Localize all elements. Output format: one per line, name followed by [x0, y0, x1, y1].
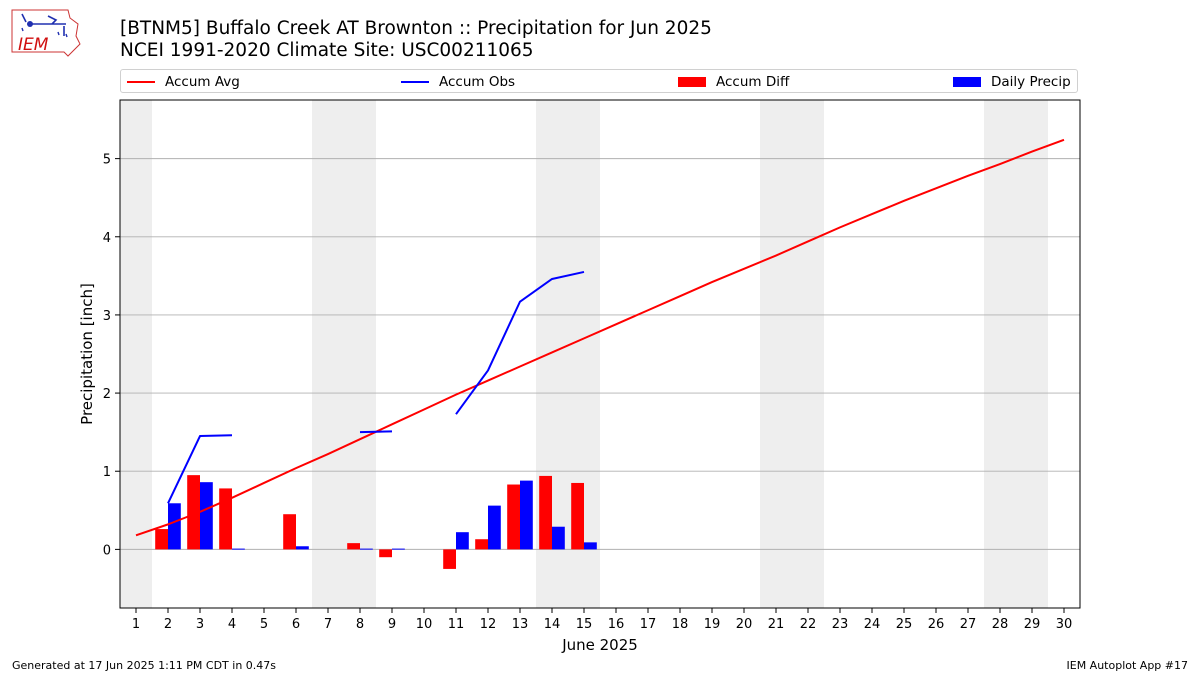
- gridlines: [120, 158, 1080, 550]
- weekend-band: [760, 100, 824, 608]
- weekend-band: [984, 100, 1048, 608]
- x-tick-label: 14: [544, 617, 561, 632]
- accum-obs-line: [455, 270, 585, 415]
- daily-precip-bar: [552, 526, 565, 550]
- line-series: [135, 138, 1065, 537]
- weekend-band: [312, 100, 376, 608]
- x-tick-label: 5: [260, 617, 268, 632]
- x-tick-label: 10: [416, 617, 433, 632]
- weather-station-icon: [27, 21, 33, 27]
- x-tick-label: 29: [1024, 617, 1041, 632]
- y-tick-label: 3: [103, 309, 111, 324]
- x-tick-label: 11: [448, 617, 465, 632]
- iem-logo: IEM: [11, 9, 81, 57]
- x-tick-label: 17: [640, 617, 657, 632]
- legend-item-accum-obs: Accum Obs: [401, 70, 515, 94]
- accum-obs-line: [359, 430, 393, 434]
- rain-drop-icon: [21, 27, 68, 38]
- x-tick-label: 22: [800, 617, 817, 632]
- daily-precip-bar: [360, 548, 373, 550]
- y-tick-label: 5: [103, 153, 111, 168]
- chart-subtitle: NCEI 1991-2020 Climate Site: USC00211065: [120, 40, 534, 61]
- accum-diff-bar: [475, 539, 488, 550]
- accum-diff-bar: [571, 482, 584, 550]
- y-tick-label: 1: [103, 465, 111, 480]
- plot-frame: [119, 99, 1081, 609]
- daily-precip-bar: [488, 505, 501, 550]
- daily-precip-bar: [392, 548, 405, 550]
- y-tick-label: 2: [103, 387, 111, 402]
- logo-text: IEM: [18, 35, 49, 55]
- daily-precip-bar: [456, 532, 469, 550]
- legend-label-accum-diff: Accum Diff: [716, 74, 790, 90]
- accum-diff-bar: [219, 488, 232, 550]
- x-tick-label: 25: [896, 617, 913, 632]
- bar-series: [155, 475, 597, 569]
- generated-timestamp: Generated at 17 Jun 2025 1:11 PM CDT in …: [12, 659, 277, 672]
- x-tick-label: 8: [356, 617, 364, 632]
- legend-swatch-accum-avg: [127, 81, 155, 83]
- accum-obs-line: [167, 434, 233, 504]
- x-tick-label: 16: [608, 617, 625, 632]
- daily-precip-bar: [200, 482, 213, 550]
- y-axis-label: Precipitation [inch]: [78, 283, 96, 425]
- daily-precip-bar: [296, 546, 309, 550]
- x-tick-label: 7: [324, 617, 332, 632]
- y-tick-label: 0: [103, 543, 111, 558]
- chart-title: [BTNM5] Buffalo Creek AT Brownton :: Pre…: [120, 18, 712, 39]
- x-tick-label: 19: [704, 617, 721, 632]
- daily-precip-bar: [520, 480, 533, 550]
- x-tick-label: 18: [672, 617, 689, 632]
- accum-diff-bar: [155, 529, 168, 550]
- weekend-band: [536, 100, 600, 608]
- weekend-band: [120, 100, 152, 608]
- daily-precip-bar: [232, 548, 245, 550]
- legend-swatch-accum-diff: [678, 77, 706, 87]
- x-tick-label: 12: [480, 617, 497, 632]
- x-tick-label: 15: [576, 617, 593, 632]
- x-tick-label: 20: [736, 617, 753, 632]
- legend-label-accum-obs: Accum Obs: [439, 74, 516, 90]
- legend-label-daily-precip: Daily Precip: [991, 74, 1071, 90]
- accum-diff-bar: [507, 484, 520, 550]
- x-tick-label: 4: [228, 617, 236, 632]
- legend-item-accum-avg: Accum Avg: [127, 70, 240, 94]
- x-tick-label: 3: [196, 617, 204, 632]
- legend-item-daily-precip: Daily Precip: [953, 70, 1071, 94]
- x-tick-label: 24: [864, 617, 881, 632]
- x-tick-label: 30: [1056, 617, 1073, 632]
- accum-diff-bar: [283, 514, 296, 550]
- y-tick-label: 4: [103, 231, 111, 246]
- accum-avg-line: [135, 138, 1065, 537]
- legend-label-accum-avg: Accum Avg: [165, 74, 240, 90]
- autoplot-app-label: IEM Autoplot App #17: [1066, 659, 1189, 672]
- x-tick-label: 9: [388, 617, 396, 632]
- legend-item-accum-diff: Accum Diff: [678, 70, 789, 94]
- weekend-shading: [120, 100, 1048, 608]
- accum-diff-bar: [379, 549, 392, 558]
- accum-diff-bar: [443, 549, 456, 569]
- x-tick-label: 21: [768, 617, 785, 632]
- legend-swatch-accum-obs: [401, 81, 429, 83]
- x-tick-label: 6: [292, 617, 300, 632]
- x-tick-label: 13: [512, 617, 529, 632]
- accum-diff-bar: [187, 475, 200, 550]
- x-tick-label: 27: [960, 617, 977, 632]
- accum-diff-bar: [539, 475, 552, 550]
- legend: Accum Avg Accum Obs Accum Diff Daily Pre…: [120, 69, 1078, 93]
- x-tick-label: 26: [928, 617, 945, 632]
- x-tick-label: 2: [164, 617, 172, 632]
- weather-vane-icon: [21, 13, 66, 36]
- x-tick-label: 28: [992, 617, 1009, 632]
- x-tick-label: 1: [132, 617, 140, 632]
- daily-precip-bar: [584, 542, 597, 550]
- accum-diff-bar: [347, 543, 360, 550]
- x-tick-label: 23: [832, 617, 849, 632]
- x-axis-label: June 2025: [561, 636, 638, 654]
- legend-swatch-daily-precip: [953, 77, 981, 87]
- daily-precip-bar: [168, 503, 181, 550]
